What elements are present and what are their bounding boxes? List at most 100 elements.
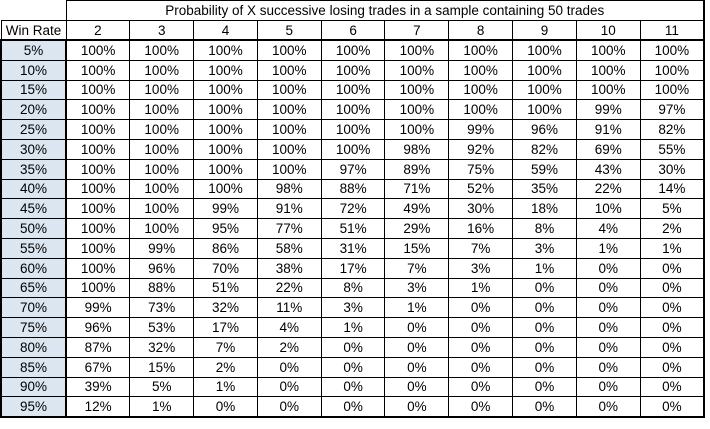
probability-cell: 18% — [512, 198, 577, 220]
probability-cell: 100% — [320, 138, 386, 160]
probability-cell: 95% — [193, 218, 258, 239]
probability-cell: 100% — [639, 79, 705, 101]
table-row: 20% 100% 100% 100% 100% 100% 100% 100% 100% 99% 97… — [0, 99, 705, 121]
win-rate-cell: 70% — [0, 297, 67, 319]
win-rate-cell: 45% — [0, 198, 67, 220]
probability-cell: 43% — [575, 158, 641, 180]
probability-cell: 100% — [448, 99, 514, 121]
probability-cell: 99% — [193, 198, 258, 220]
probability-cell: 100% — [256, 99, 322, 121]
probability-cell: 31% — [320, 237, 386, 259]
probability-cell: 100% — [256, 79, 322, 101]
probability-cell: 100% — [129, 158, 195, 180]
probability-cell: 0% — [256, 376, 322, 398]
probability-cell: 100% — [639, 39, 705, 61]
probability-cell: 0% — [512, 396, 577, 419]
probability-cell: 100% — [65, 39, 131, 61]
probability-cell: 0% — [575, 356, 641, 378]
probability-cell: 17% — [193, 317, 258, 338]
probability-cell: 55% — [639, 138, 705, 160]
probability-cell: 100% — [193, 138, 258, 160]
probability-cell: 67% — [65, 356, 131, 378]
probability-cell: 100% — [512, 99, 577, 121]
probability-cell: 100% — [193, 79, 258, 101]
probability-cell: 1% — [639, 237, 705, 259]
win-rate-cell: 40% — [0, 178, 67, 200]
probability-cell: 100% — [65, 218, 131, 239]
probability-cell: 0% — [384, 356, 450, 378]
probability-cell: 4% — [256, 317, 322, 338]
probability-cell: 100% — [256, 138, 322, 160]
table-row: 50% 100% 100% 95% 77% 51% 29% 16% 8% 4% 2% — [0, 218, 705, 239]
probability-cell: 100% — [129, 138, 195, 160]
column-header-cell: 11 — [639, 20, 705, 41]
probability-cell: 38% — [256, 257, 322, 279]
probability-cell: 51% — [193, 277, 258, 299]
probability-cell: 14% — [639, 178, 705, 200]
table-row: 65% 100% 88% 51% 22% 8% 3% 1% 0% 0% 0% — [0, 277, 705, 299]
column-header-cell: 9 — [512, 20, 577, 41]
probability-cell: 10% — [575, 198, 641, 220]
probability-cell: 3% — [320, 297, 386, 319]
table-row: 90% 39% 5% 1% 0% 0% 0% 0% 0% 0% 0% — [0, 376, 705, 398]
win-rate-cell: 50% — [0, 218, 67, 239]
probability-cell: 1% — [448, 277, 514, 299]
win-rate-cell: 55% — [0, 237, 67, 259]
probability-cell: 99% — [129, 237, 195, 259]
probability-cell: 99% — [575, 99, 641, 121]
table-row: 35% 100% 100% 100% 100% 97% 89% 75% 59% 43% 30% — [0, 158, 705, 180]
probability-cell: 98% — [384, 138, 450, 160]
probability-cell: 100% — [129, 59, 195, 81]
probability-cell: 87% — [65, 336, 131, 358]
probability-cell: 0% — [320, 376, 386, 398]
win-rate-cell: 95% — [0, 396, 67, 419]
probability-cell: 100% — [575, 79, 641, 101]
probability-cell: 2% — [256, 336, 322, 358]
win-rate-cell: 85% — [0, 356, 67, 378]
probability-cell: 82% — [512, 138, 577, 160]
probability-cell: 100% — [65, 138, 131, 160]
probability-cell: 0% — [320, 396, 386, 419]
win-rate-cell: 80% — [0, 336, 67, 358]
probability-cell: 17% — [320, 257, 386, 279]
probability-cell: 0% — [639, 297, 705, 319]
probability-cell: 100% — [129, 79, 195, 101]
table-row: 30% 100% 100% 100% 100% 100% 98% 92% 82% 69% 55% — [0, 138, 705, 160]
probability-cell: 100% — [65, 59, 131, 81]
probability-cell: 100% — [193, 39, 258, 61]
corner-cell — [1, 1, 66, 21]
probability-cell: 32% — [129, 336, 195, 358]
win-rate-cell: 35% — [0, 158, 67, 180]
table-row: 40% 100% 100% 100% 98% 88% 71% 52% 35% 22% 14% — [0, 178, 705, 200]
probability-cell: 12% — [65, 396, 131, 419]
probability-cell: 0% — [639, 317, 705, 338]
win-rate-cell: 60% — [0, 257, 67, 279]
win-rate-cell: 65% — [0, 277, 67, 299]
column-header-cell: 5 — [256, 20, 322, 41]
probability-cell: 1% — [129, 396, 195, 419]
probability-cell: 89% — [384, 158, 450, 180]
probability-cell: 0% — [639, 376, 705, 398]
probability-cell: 88% — [129, 277, 195, 299]
probability-cell: 0% — [575, 336, 641, 358]
column-header-cell: 2 — [65, 20, 131, 41]
probability-cell: 100% — [320, 79, 386, 101]
win-rate-cell: 25% — [0, 119, 67, 140]
table-row: 55% 100% 99% 86% 58% 31% 15% 7% 3% 1% 1% — [0, 237, 705, 259]
column-header-cell: 10 — [575, 20, 641, 41]
probability-cell: 100% — [320, 119, 386, 140]
probability-cell: 100% — [575, 59, 641, 81]
probability-cell: 7% — [384, 257, 450, 279]
probability-cell: 3% — [448, 257, 514, 279]
probability-cell: 100% — [448, 79, 514, 101]
table-row: 45% 100% 100% 99% 91% 72% 49% 30% 18% 10% 5% — [0, 198, 705, 220]
probability-cell: 100% — [129, 99, 195, 121]
win-rate-cell: 30% — [0, 138, 67, 160]
probability-cell: 100% — [129, 39, 195, 61]
probability-cell: 100% — [65, 198, 131, 220]
win-rate-cell: 10% — [0, 59, 67, 81]
probability-cell: 0% — [639, 277, 705, 299]
probability-cell: 0% — [448, 356, 514, 378]
probability-cell: 0% — [448, 396, 514, 419]
table-row: 25% 100% 100% 100% 100% 100% 100% 99% 96% 91% 82% — [0, 119, 705, 140]
